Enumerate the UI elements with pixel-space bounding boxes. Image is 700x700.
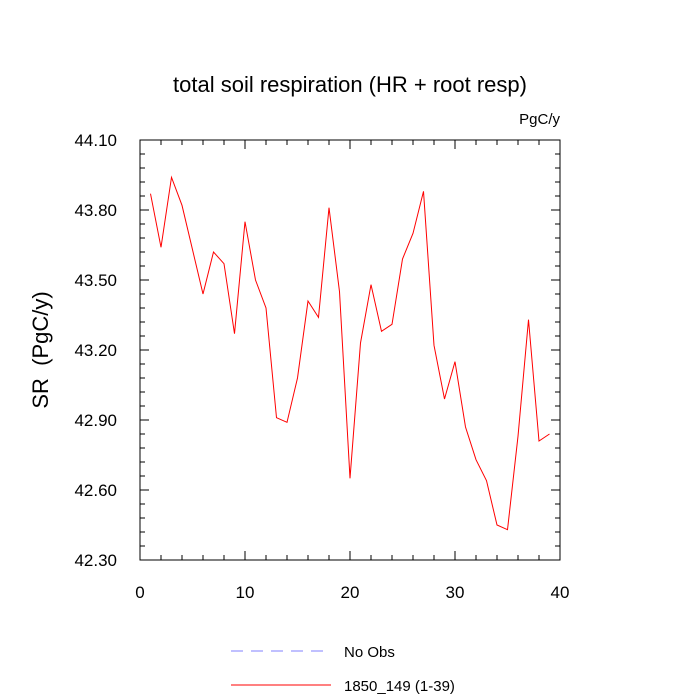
series-line — [150, 175, 550, 531]
x-tick-label: 0 — [135, 583, 144, 602]
legend-label: No Obs — [344, 644, 395, 661]
y-tick-label: 43.80 — [74, 201, 117, 220]
legend-label: 1850_149 (1-39) — [344, 678, 455, 695]
x-tick-label: 30 — [446, 583, 465, 602]
y-tick-label: 44.10 — [74, 131, 117, 150]
chart-title: total soil respiration (HR + root resp) — [173, 72, 527, 97]
y-axis-label: SR (PgC/y) — [28, 291, 53, 408]
x-tick-label: 20 — [341, 583, 360, 602]
y-tick-label: 43.20 — [74, 341, 117, 360]
x-tick-label: 40 — [551, 583, 570, 602]
legend: No Obs 1850_149 (1-39) — [231, 644, 455, 695]
x-tick-label: 10 — [236, 583, 255, 602]
y-tick-label: 42.90 — [74, 411, 117, 430]
y-tick-label: 42.60 — [74, 481, 117, 500]
series-layer — [150, 175, 550, 531]
y-tick-label: 42.30 — [74, 551, 117, 570]
y-tick-label: 43.50 — [74, 271, 117, 290]
axis-ticks: 0 10 20 30 40 42.30 42.60 42.90 43.20 43.50 43.80 4… — [74, 131, 569, 602]
plot-frame — [139, 139, 561, 561]
units-label: PgC/y — [519, 111, 560, 128]
